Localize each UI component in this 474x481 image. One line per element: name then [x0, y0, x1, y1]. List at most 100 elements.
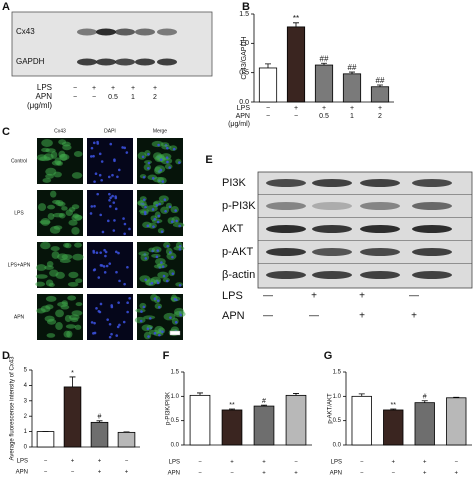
- condition-value: +: [262, 460, 266, 466]
- condition-value: −: [73, 94, 77, 101]
- y-axis-label: Cx43/GAPDH: [241, 36, 248, 79]
- condition-value: 2: [378, 113, 382, 120]
- condition-value: +: [230, 460, 234, 466]
- nucleus: [90, 205, 94, 208]
- nucleus: [169, 316, 172, 319]
- cell-stain: [58, 139, 67, 145]
- band: [266, 202, 306, 210]
- y-tick-label: 1.0: [171, 394, 180, 400]
- nucleus: [114, 207, 118, 211]
- cell-stain: [157, 228, 165, 234]
- nucleus: [161, 265, 165, 268]
- cell-stain: [41, 139, 53, 147]
- cell-stain: [138, 209, 150, 214]
- nucleus: [166, 160, 169, 164]
- bar: [63, 386, 82, 448]
- band: [312, 225, 352, 233]
- bar: [446, 397, 467, 446]
- panel-label: C: [2, 126, 10, 138]
- significance-mark: **: [391, 402, 397, 409]
- cell-stain: [146, 278, 156, 287]
- cell-stain: [68, 219, 78, 226]
- nucleus: [94, 172, 98, 176]
- nucleus: [95, 307, 98, 310]
- nucleus: [153, 217, 157, 221]
- cell-stain: [58, 212, 66, 219]
- nucleus: [112, 201, 116, 204]
- cell-stain: [167, 217, 175, 225]
- significance-mark: **: [229, 402, 235, 409]
- condition-name: APN: [36, 92, 53, 101]
- nucleus: [151, 177, 155, 180]
- cell-stain: [139, 302, 147, 309]
- nucleus: [97, 276, 101, 279]
- cell-stain: [64, 314, 72, 323]
- nucleus: [178, 248, 182, 251]
- condition-value: −: [360, 471, 364, 477]
- nucleus: [117, 301, 120, 304]
- nucleus: [100, 160, 104, 163]
- cell-stain: [160, 206, 169, 214]
- nucleus: [98, 173, 102, 177]
- nucleus: [159, 158, 163, 162]
- cell-stain: [165, 247, 173, 256]
- blot-frame: [11, 11, 213, 77]
- cell-stain: [62, 144, 72, 151]
- cell-stain: [65, 324, 76, 329]
- y-tick-label: 1: [24, 429, 28, 435]
- band: [312, 271, 352, 279]
- cell-stain: [142, 221, 152, 229]
- blot-label: PI3K: [222, 177, 247, 189]
- cell-stain: [50, 190, 57, 198]
- nucleus: [102, 265, 106, 268]
- condition-value: +: [92, 85, 96, 92]
- cell-stain: [37, 203, 47, 212]
- cell-stain: [74, 214, 83, 221]
- condition-name: APN: [222, 310, 245, 322]
- nucleus: [144, 205, 147, 209]
- condition-value: +: [322, 105, 326, 112]
- nucleus: [174, 321, 178, 324]
- nucleus: [156, 249, 160, 252]
- cell-stain: [42, 177, 52, 183]
- panel-label: E: [205, 154, 212, 166]
- nucleus: [110, 304, 113, 307]
- condition-name: LPS: [17, 459, 28, 465]
- condition-value: +: [294, 105, 298, 112]
- condition-value: −: [71, 470, 75, 476]
- nucleus: [89, 212, 93, 215]
- band: [360, 271, 400, 279]
- nucleus: [128, 297, 131, 300]
- nucleus: [147, 167, 150, 170]
- cell-stain: [164, 163, 173, 170]
- cell-stain: [175, 158, 182, 165]
- condition-value: −: [73, 85, 77, 92]
- nucleus: [165, 156, 169, 159]
- cell-stain: [74, 242, 82, 248]
- y-tick-label: 1.5: [333, 370, 342, 376]
- cell-stain: [169, 145, 178, 151]
- nucleus: [115, 334, 119, 337]
- condition-value: +: [454, 471, 458, 477]
- cell-stain: [154, 258, 166, 266]
- nucleus: [109, 205, 112, 208]
- cell-stain: [151, 140, 164, 148]
- nucleus: [115, 250, 118, 254]
- panel-label: F: [163, 350, 170, 362]
- cell-stain: [74, 324, 82, 330]
- bar: [36, 431, 55, 448]
- nucleus: [99, 264, 103, 267]
- nucleus: [179, 313, 182, 317]
- cell-stain: [44, 315, 55, 322]
- nucleus: [156, 299, 160, 302]
- condition-value: +: [423, 460, 427, 466]
- cell-stain: [57, 201, 66, 207]
- nucleus: [99, 213, 103, 217]
- condition-value: +: [311, 291, 317, 302]
- y-tick-label: 1.5: [239, 11, 249, 18]
- error-bar: [349, 71, 355, 74]
- error-bar: [358, 393, 365, 397]
- band: [266, 225, 306, 233]
- nucleus: [109, 196, 112, 200]
- cell-stain: [40, 218, 51, 226]
